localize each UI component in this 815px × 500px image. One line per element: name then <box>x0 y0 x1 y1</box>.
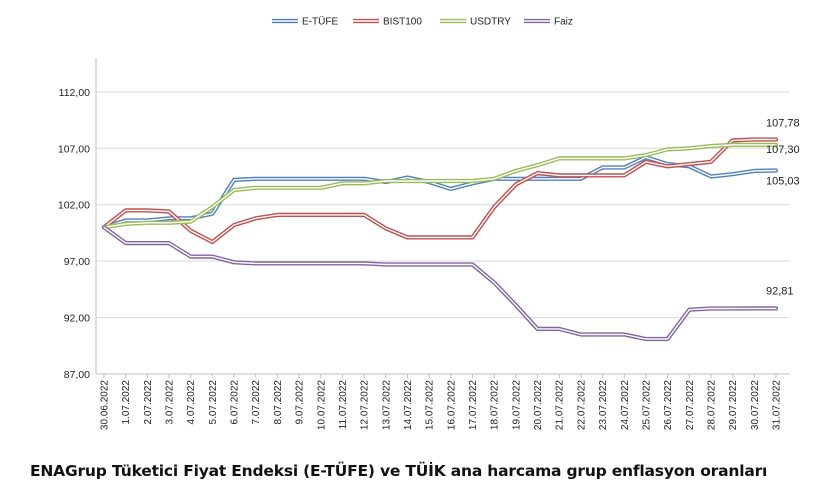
x-tick-label: 25.07.2022 <box>641 380 652 430</box>
end-value-label: 105,03 <box>766 176 800 188</box>
end-value-label: 107,78 <box>766 117 800 129</box>
y-tick-label: 112,00 <box>59 87 90 99</box>
legend-item: USDTRY <box>440 17 511 28</box>
x-tick-label: 11.07.2022 <box>338 380 349 430</box>
series-line-inner <box>103 144 777 229</box>
y-tick-label: 102,00 <box>58 200 90 212</box>
legend-label: BIST100 <box>383 17 422 28</box>
x-tick-label: 29.07.2022 <box>728 380 739 430</box>
legend-item: E-TÜFE <box>272 16 338 28</box>
series-line-outer <box>101 155 779 230</box>
x-tick-label: 12.07.2022 <box>360 380 371 430</box>
series-line-inner <box>103 138 777 243</box>
legend-item: Faiz <box>524 17 573 28</box>
x-tick-label: 31.07.2022 <box>772 380 783 430</box>
x-tick-label: 28.07.2022 <box>706 380 717 430</box>
end-value-label: 92,81 <box>766 285 794 297</box>
series-bist100 <box>101 137 779 245</box>
legend-label: USDTRY <box>470 17 511 28</box>
series-line-outer <box>101 225 779 342</box>
x-tick-label: 30.06.2022 <box>100 380 111 430</box>
x-tick-label: 19.07.2022 <box>511 380 522 430</box>
x-tick-label: 1.07.2022 <box>121 380 132 425</box>
x-tick-label: 14.07.2022 <box>403 380 414 430</box>
x-tick-label: 18.07.2022 <box>490 380 501 430</box>
series-e-t-fe <box>101 155 779 230</box>
x-tick-label: 6.07.2022 <box>230 380 241 425</box>
series-line-outer <box>101 137 779 245</box>
x-tick-label: 3.07.2022 <box>165 380 176 425</box>
x-tick-label: 8.07.2022 <box>273 380 284 425</box>
x-tick-label: 4.07.2022 <box>186 380 197 425</box>
legend-item: BIST100 <box>353 17 422 28</box>
y-tick-label: 97,00 <box>64 256 90 268</box>
x-tick-label: 16.07.2022 <box>446 380 457 430</box>
x-tick-label: 20.07.2022 <box>533 380 544 430</box>
x-tick-label: 15.07.2022 <box>425 380 436 430</box>
legend-label: Faiz <box>554 17 573 28</box>
x-tick-label: 24.07.2022 <box>620 380 631 430</box>
y-tick-label: 92,00 <box>64 313 90 325</box>
x-tick-label: 10.07.2022 <box>316 380 327 430</box>
y-tick-label: 107,00 <box>58 143 90 155</box>
x-tick-label: 9.07.2022 <box>295 380 306 425</box>
series-usdtry <box>101 142 779 230</box>
x-tick-label: 2.07.2022 <box>143 380 154 425</box>
x-tick-label: 5.07.2022 <box>208 380 219 425</box>
x-tick-label: 17.07.2022 <box>468 380 479 430</box>
y-tick-label: 87,00 <box>64 369 90 381</box>
x-tick-label: 23.07.2022 <box>598 380 609 430</box>
series-line-inner <box>103 156 777 229</box>
x-tick-label: 22.07.2022 <box>576 380 587 430</box>
legend-label: E-TÜFE <box>302 16 338 28</box>
x-tick-label: 30.07.2022 <box>750 380 761 430</box>
x-tick-label: 26.07.2022 <box>663 380 674 430</box>
end-value-label: 107,30 <box>766 144 800 156</box>
series-faiz <box>101 225 779 342</box>
x-tick-label: 7.07.2022 <box>251 380 262 425</box>
series-line-inner <box>103 226 777 340</box>
line-chart: 87,00 92,00 97,00 102,00 107,00 112,00 30.06.2… <box>58 16 800 431</box>
x-tick-label: 27.07.2022 <box>685 380 696 430</box>
x-tick-label: 13.07.2022 <box>381 380 392 430</box>
x-tick-label: 21.07.2022 <box>555 380 566 430</box>
chart-caption: ENAGrup Tüketici Fiyat Endeksi (E-TÜFE) … <box>30 462 768 480</box>
